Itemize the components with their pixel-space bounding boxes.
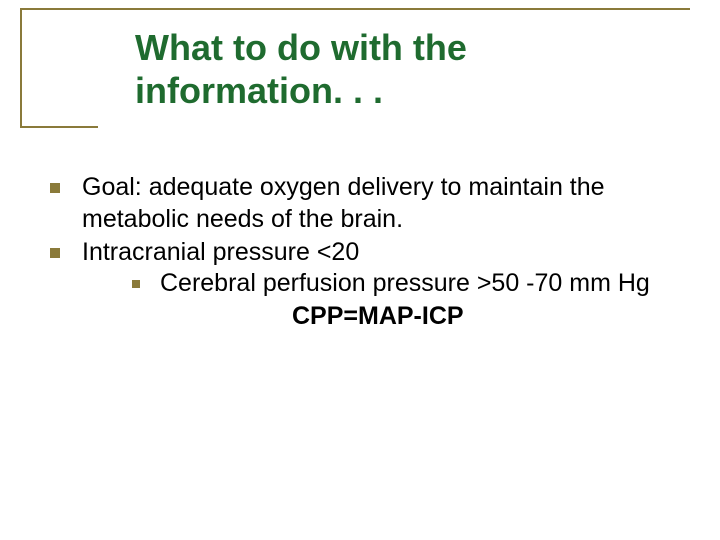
- bullet-list: Goal: adequate oxygen delivery to mainta…: [42, 172, 690, 332]
- sub-bullet-list: Cerebral perfusion pressure >50 -70 mm H…: [82, 268, 690, 299]
- bullet-text: Intracranial pressure <20: [82, 238, 359, 266]
- slide-title: What to do with the information. . .: [135, 26, 665, 112]
- sub-bullet-text: Cerebral perfusion pressure >50 -70 mm H…: [160, 269, 650, 297]
- title-box: What to do with the information. . .: [135, 26, 665, 112]
- sub-list-item: Cerebral perfusion pressure >50 -70 mm H…: [82, 268, 690, 299]
- formula-text: CPP=MAP-ICP: [82, 301, 690, 332]
- slide-container: What to do with the information. . . Goa…: [0, 0, 720, 540]
- bullet-text: Goal: adequate oxygen delivery to mainta…: [82, 173, 605, 232]
- slide-body: Goal: adequate oxygen delivery to mainta…: [42, 172, 690, 332]
- list-item: Intracranial pressure <20 Cerebral perfu…: [42, 237, 690, 333]
- list-item: Goal: adequate oxygen delivery to mainta…: [42, 172, 690, 235]
